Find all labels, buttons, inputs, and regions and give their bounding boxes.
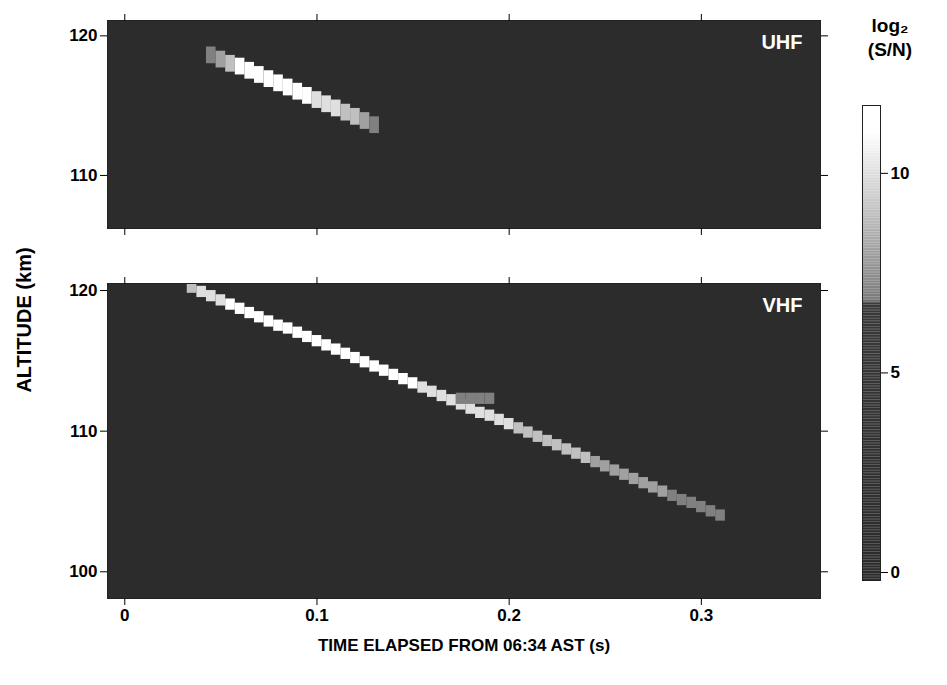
svg-text:0.1: 0.1: [305, 606, 329, 625]
html-text:(S/N): (S/N): [867, 39, 913, 60]
svg-text:0: 0: [891, 563, 900, 582]
svg-text:120: 120: [69, 26, 97, 45]
svg-text:TIME ELAPSED FROM 06:34 AST (s: TIME ELAPSED FROM 06:34 AST (s): [318, 636, 610, 655]
svg-text:10: 10: [891, 164, 910, 183]
html-text:ALTITUDE (km): ALTITUDE (km): [12, 247, 35, 393]
svg-text:120: 120: [69, 281, 97, 300]
svg-text:100: 100: [69, 562, 97, 581]
svg-text:VHF: VHF: [763, 294, 803, 316]
svg-text:0.2: 0.2: [497, 606, 521, 625]
svg-text:UHF: UHF: [761, 31, 802, 53]
svg-text:110: 110: [70, 422, 97, 441]
svg-text:0: 0: [120, 606, 129, 625]
svg-text:5: 5: [891, 363, 900, 382]
html-text:log₂: log₂: [871, 15, 909, 36]
svg-text:110: 110: [70, 166, 97, 185]
svg-text:0.3: 0.3: [690, 606, 714, 625]
